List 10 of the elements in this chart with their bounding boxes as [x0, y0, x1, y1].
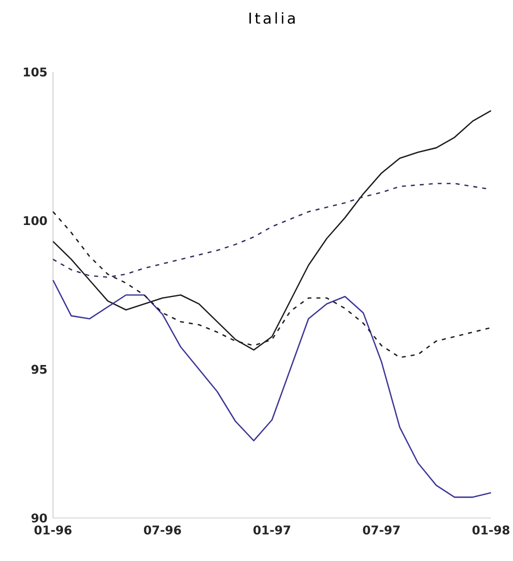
y-tick-label: 105	[24, 67, 46, 77]
x-tick-label: 01-97	[253, 525, 290, 535]
chart-title: Italia	[249, 12, 294, 24]
x-tick-label: 01-96	[34, 525, 72, 535]
y-tick-label: 90	[31, 513, 47, 523]
y-tick-label: 95	[31, 364, 46, 374]
y-tick-label: 100	[24, 216, 47, 226]
x-tick-label: 01-98	[472, 525, 510, 535]
x-tick-label: 07-97	[362, 525, 400, 535]
x-tick-label: 07-96	[144, 525, 181, 535]
